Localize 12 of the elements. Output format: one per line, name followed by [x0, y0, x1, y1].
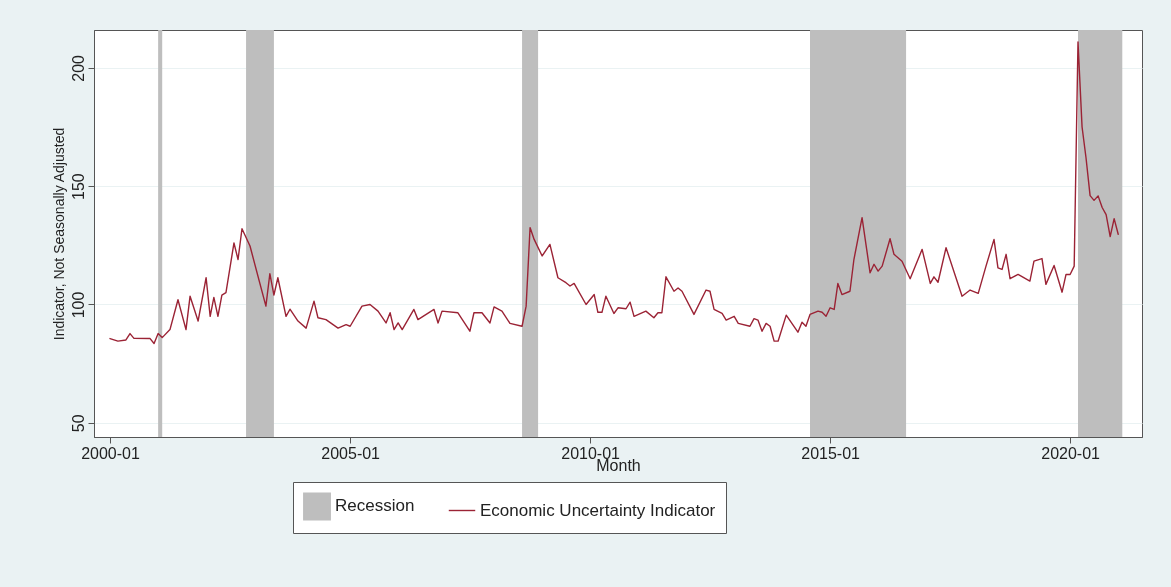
x-tick-label: 2005-01	[321, 444, 381, 462]
x-tick-label: 2015-01	[801, 444, 861, 462]
legend-label: Recession	[335, 496, 415, 516]
y-tick-label: 100	[69, 291, 87, 319]
y-axis-title: Indicator, Not Seasonally Adjusted	[50, 127, 67, 341]
x-tick-label: 2020-01	[1041, 444, 1101, 462]
legend-label: Economic Uncertainty Indicator	[480, 500, 716, 520]
line-series	[109, 41, 1119, 345]
y-tick-label: 50	[69, 414, 87, 433]
y-tick-label: 200	[69, 54, 87, 82]
x-tick-label: 2000-01	[81, 444, 140, 462]
y-tick-label: 150	[69, 173, 87, 201]
